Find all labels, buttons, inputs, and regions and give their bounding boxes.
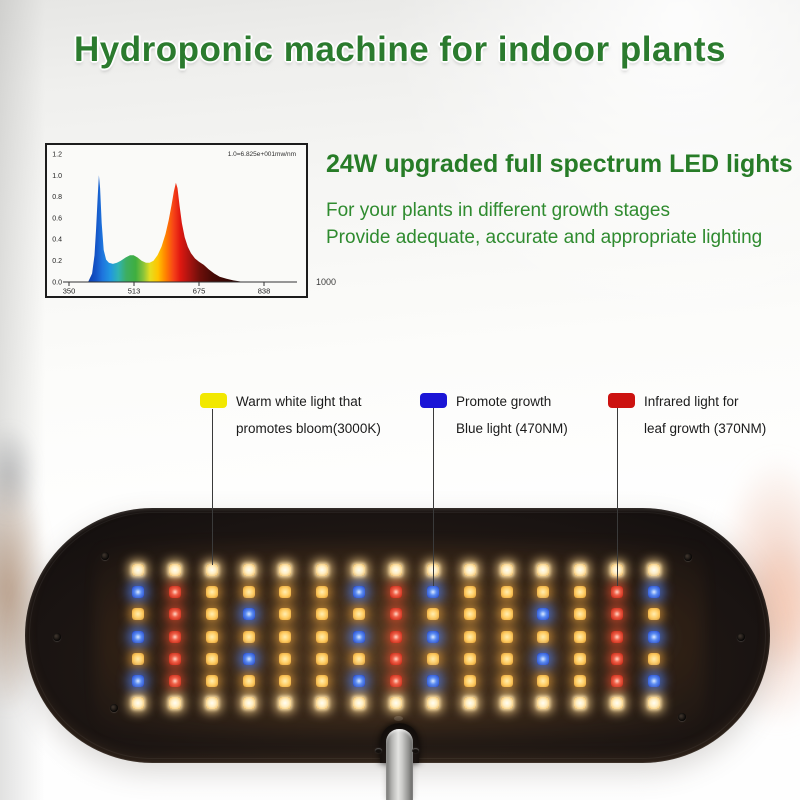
background-blur-left-upper: [0, 425, 37, 520]
chart-x-overflow-label: 1000: [316, 277, 337, 287]
legend-leader-line-warm-white: [212, 409, 213, 565]
screw-icon: [684, 553, 692, 561]
spectrum-chart: 1.0=6.825e+001mw/nm 1.2 1.0 0.8 0.6 0.4 …: [45, 143, 308, 298]
legend-label: leaf growth (370NM): [644, 421, 767, 436]
screw-hole-icon: [412, 748, 419, 753]
promo-subline-2: Provide adequate, accurate and appropria…: [326, 227, 763, 248]
legend-label: Infrared light for: [644, 394, 739, 409]
legend-leader-line-blue: [433, 408, 434, 586]
legend-item-warm-white: Warm white light that promotes bloom(300…: [200, 388, 381, 442]
x-tick-label: 838: [258, 287, 271, 296]
y-tick-label: 1.0: [52, 173, 62, 180]
panel-rim: [29, 512, 766, 759]
screw-icon: [101, 552, 109, 560]
x-tick-label: 513: [128, 287, 141, 296]
x-tick-label: 675: [193, 287, 206, 296]
promo-subline-1: For your plants in different growth stag…: [326, 200, 670, 221]
legend-label: Promote growth: [456, 394, 552, 409]
y-tick-label: 1.2: [52, 152, 62, 159]
y-tick-label: 0.8: [52, 194, 62, 201]
legend-swatch-red: [608, 393, 635, 408]
promo-heading: 24W upgraded full spectrum LED lights: [326, 150, 793, 178]
y-tick-label: 0.6: [52, 215, 62, 222]
legend-swatch-blue: [420, 393, 447, 408]
legend-label: Blue light (470NM): [456, 421, 568, 436]
page-title: Hydroponic machine for indoor plants: [74, 30, 726, 69]
panel-notch-highlight: [394, 716, 403, 721]
legend-label: Warm white light that: [236, 394, 362, 409]
screw-hole-icon: [375, 748, 382, 753]
screw-icon: [737, 633, 745, 641]
y-tick-label: 0.2: [52, 258, 62, 265]
x-tick-label: 350: [63, 287, 76, 296]
legend-item-blue: Promote growth Blue light (470NM): [420, 388, 568, 442]
legend-label: promotes bloom(3000K): [236, 421, 381, 436]
y-tick-label: 0.4: [52, 237, 62, 244]
stand-pole: [386, 729, 413, 800]
legend-swatch-warm-white: [200, 393, 227, 408]
screw-icon: [110, 704, 118, 712]
chart-annotation: 1.0=6.825e+001mw/nm: [228, 151, 296, 158]
screw-icon: [678, 713, 686, 721]
screw-icon: [53, 633, 61, 641]
y-tick-label: 0.0: [52, 279, 62, 286]
legend-leader-line-red: [617, 408, 618, 586]
legend-item-red: Infrared light for leaf growth (370NM): [608, 388, 766, 442]
